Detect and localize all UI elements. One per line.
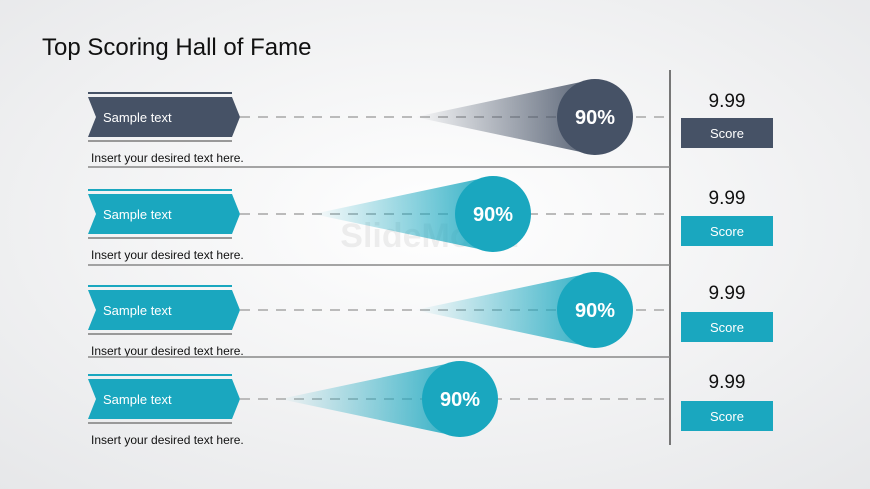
score-value: 9.99 (709, 91, 746, 112)
percent-circle (455, 176, 531, 252)
row-description: Insert your desired text here. (91, 433, 244, 447)
row-description: Insert your desired text here. (91, 344, 244, 358)
score-value: 9.99 (709, 372, 746, 393)
percent-circle (557, 272, 633, 348)
slide-title: Top Scoring Hall of Fame (42, 34, 311, 61)
row-description: Insert your desired text here. (91, 151, 244, 165)
banner (88, 290, 240, 330)
row-label: Sample text (103, 207, 172, 222)
banner (88, 379, 240, 419)
score-button (681, 216, 773, 246)
score-value: 9.99 (709, 188, 746, 209)
score-button-label: Score (710, 320, 744, 335)
row-description: Insert your desired text here. (91, 248, 244, 262)
row-label: Sample text (103, 303, 172, 318)
cone (415, 272, 595, 348)
percent-circle (557, 79, 633, 155)
score-button-label: Score (710, 409, 744, 424)
percent-text: 90% (575, 300, 615, 322)
row-label: Sample text (103, 110, 172, 125)
cone (313, 176, 493, 252)
score-value: 9.99 (709, 283, 746, 304)
percent-text: 90% (575, 107, 615, 129)
score-button (681, 401, 773, 431)
banner (88, 194, 240, 234)
percent-text: 90% (440, 389, 480, 411)
percent-text: 90% (473, 204, 513, 226)
cone (415, 79, 595, 155)
score-button (681, 312, 773, 342)
cone (280, 361, 460, 437)
score-button (681, 118, 773, 148)
row-label: Sample text (103, 392, 172, 407)
score-button-label: Score (710, 224, 744, 239)
percent-circle (422, 361, 498, 437)
score-button-label: Score (710, 126, 744, 141)
rows: Sample text Insert your desired text here… (88, 79, 773, 447)
banner (88, 97, 240, 137)
